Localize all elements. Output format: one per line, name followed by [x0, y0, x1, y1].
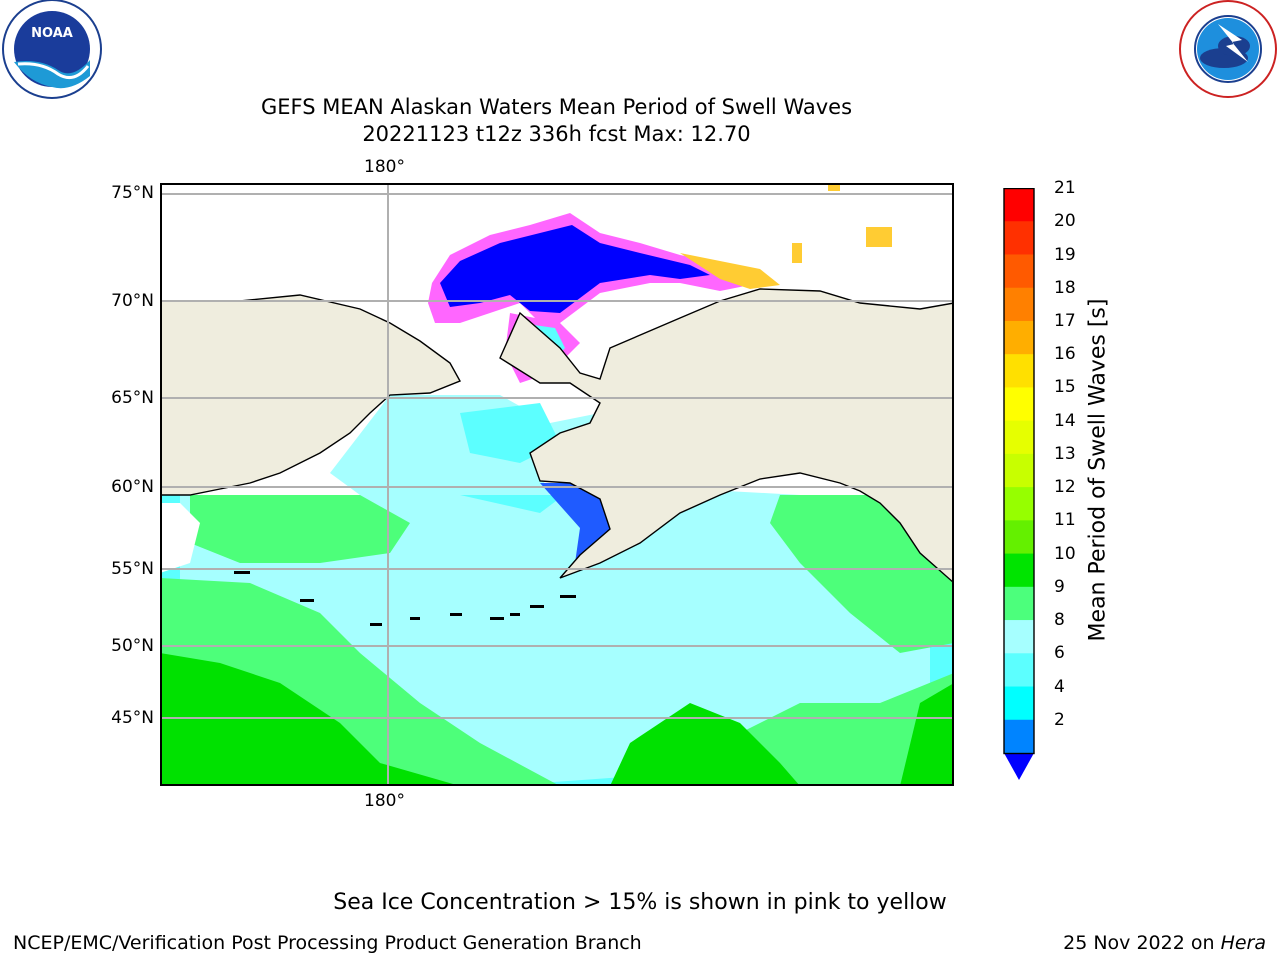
- noaa-logo-text: NOAA: [31, 26, 73, 41]
- colorbar-band: [1004, 653, 1034, 688]
- colorbar-tick-label: 20: [1054, 211, 1076, 232]
- chart-subtitle: 20221123 t12z 336h fcst Max: 12.70: [362, 122, 751, 146]
- land-siberia: [160, 294, 461, 496]
- colorbar-band: [1004, 620, 1034, 654]
- map-frame: [160, 183, 954, 786]
- colorbar-tick-label: 4: [1054, 676, 1065, 697]
- lat-label: 55°N: [111, 559, 154, 579]
- land-alaska: [499, 288, 954, 584]
- colorbar-band: [1004, 320, 1034, 355]
- sea-ice-yellow: [792, 243, 802, 263]
- colorbar-band: [1004, 221, 1034, 255]
- colorbar-band: [1004, 287, 1034, 322]
- lat-label: 65°N: [111, 388, 154, 408]
- colorbar-tick-label: 2: [1054, 709, 1065, 730]
- colorbar-band: [1004, 254, 1034, 289]
- colorbar-tick-label: 17: [1054, 310, 1076, 331]
- noaa-logo: NOAA: [2, 0, 102, 99]
- colorbar-band: [1004, 686, 1034, 721]
- footer-date: 25 Nov 2022 on Hera: [1063, 932, 1266, 954]
- colorbar-tick-label: 15: [1054, 377, 1076, 398]
- colorbar-tick-label: 16: [1054, 344, 1076, 365]
- colorbar-tick-label: 9: [1054, 576, 1065, 597]
- colorbar-tick-label: 13: [1054, 443, 1076, 464]
- colorbar-band: [1004, 354, 1034, 388]
- colorbar-tick-label: 21: [1054, 178, 1076, 198]
- colorbar-band: [1004, 719, 1034, 754]
- colorbar-label: Mean Period of Swell Waves [s]: [1085, 298, 1111, 642]
- colorbar-band: [1004, 586, 1034, 621]
- colorbar-tick-label: 18: [1054, 277, 1076, 298]
- lat-label: 45°N: [111, 708, 154, 728]
- sea-ice-yellow: [680, 253, 780, 289]
- colorbar-tick-label: 11: [1054, 510, 1076, 531]
- colorbar-band: [1004, 487, 1034, 521]
- colorbar: [1003, 188, 1035, 780]
- ocean-swell-9-10: [190, 495, 410, 563]
- footer-host: Hera: [1220, 932, 1266, 954]
- colorbar-under-arrow: [1004, 753, 1034, 780]
- colorbar-band: [1004, 520, 1034, 555]
- ocean-swell-10-11: [160, 653, 460, 786]
- lon-top-label: 180°: [364, 157, 405, 177]
- colorbar-band: [1004, 453, 1034, 488]
- nws-logo: [1179, 0, 1277, 98]
- swell-period-map: [160, 183, 954, 786]
- sea-ice-yellow: [828, 183, 840, 191]
- colorbar-band: [1004, 188, 1034, 222]
- sea-ice-note: Sea Ice Concentration > 15% is shown in …: [333, 890, 947, 915]
- chart-title: GEFS MEAN Alaskan Waters Mean Period of …: [260, 95, 853, 119]
- unmapped-area: [160, 503, 200, 573]
- colorbar-band: [1004, 420, 1034, 455]
- colorbar-tick-label: 14: [1054, 410, 1076, 431]
- lat-label: 60°N: [111, 477, 154, 497]
- bering-sea-water: [460, 403, 560, 463]
- colorbar-tick-label: 8: [1054, 610, 1065, 631]
- footer-date-text: 25 Nov 2022 on: [1063, 932, 1221, 954]
- sea-ice-yellow: [866, 227, 892, 247]
- lat-label: 70°N: [111, 291, 154, 311]
- lon-bottom-label: 180°: [364, 791, 405, 811]
- colorbar-tick-label: 10: [1054, 543, 1076, 564]
- colorbar-band: [1004, 387, 1034, 422]
- sea-ice-core: [440, 225, 710, 313]
- ocean-swell-10-11: [900, 683, 954, 786]
- colorbar-band: [1004, 553, 1034, 588]
- lat-label: 75°N: [111, 183, 154, 203]
- ocean-swell-10-11: [610, 703, 800, 786]
- colorbar-tick-label: 12: [1054, 477, 1076, 498]
- footer-branch: NCEP/EMC/Verification Post Processing Pr…: [13, 932, 642, 954]
- lat-label: 50°N: [111, 636, 154, 656]
- colorbar-tick-label: 19: [1054, 244, 1076, 265]
- graticule: [160, 183, 954, 786]
- aleutian-islands: [234, 571, 576, 626]
- colorbar-frame: [1003, 188, 1035, 755]
- colorbar-tick-label: 6: [1054, 643, 1065, 664]
